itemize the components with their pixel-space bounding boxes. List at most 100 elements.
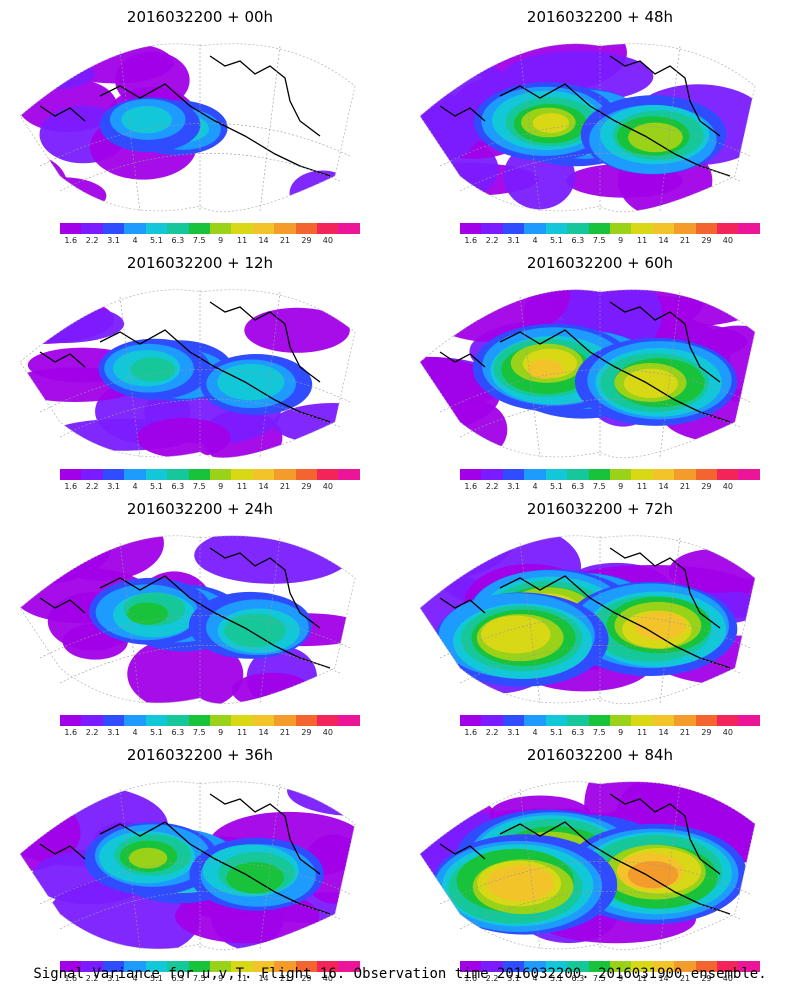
colorbar-swatch xyxy=(124,961,146,972)
colorbar-tick: 11 xyxy=(637,974,648,983)
variance-map xyxy=(19,781,356,951)
colorbar-tick: 40 xyxy=(322,974,333,983)
colorbar-tick: 7.5 xyxy=(192,728,206,737)
colorbar-tick: 5.1 xyxy=(550,482,563,491)
colorbar-tick: 3.1 xyxy=(107,728,120,737)
colorbar-tick: 14 xyxy=(658,236,669,245)
colorbar-swatch xyxy=(102,715,125,726)
variance-map xyxy=(419,781,756,951)
colorbar-tick: 29 xyxy=(301,728,312,737)
colorbar-swatch xyxy=(588,223,610,234)
colorbar-tick: 29 xyxy=(701,236,712,245)
colorbar-swatch xyxy=(317,469,339,480)
colorbar-swatch xyxy=(317,223,339,234)
colorbar-tick: 11 xyxy=(237,482,248,491)
colorbar-tick: 40 xyxy=(722,236,733,245)
colorbar-swatch xyxy=(167,715,189,726)
colorbar-swatch xyxy=(545,715,568,726)
colorbar-swatch xyxy=(695,715,718,726)
colorbar-swatch xyxy=(231,961,253,972)
colorbar-tick: 6.3 xyxy=(571,236,585,245)
colorbar-swatch xyxy=(317,961,339,972)
colorbar-swatch xyxy=(209,961,232,972)
colorbar-swatch xyxy=(545,961,568,972)
colorbar-tick: 2.2 xyxy=(85,236,99,245)
colorbar-swatch xyxy=(609,469,632,480)
colorbar-swatch xyxy=(460,469,482,480)
colorbar-tick: 21 xyxy=(279,728,291,737)
colorbar-swatch xyxy=(674,961,696,972)
colorbar-swatch xyxy=(524,469,546,480)
colorbar-swatch xyxy=(652,469,675,480)
forecast-panel: 2016032200 + 84h 1.6 2.2 3.1 4 5.1 6.3 7.5 9 11 14… xyxy=(400,738,800,984)
colorbar-tick: 6.3 xyxy=(171,482,185,491)
colorbar-tick: 11 xyxy=(237,728,248,737)
colorbar xyxy=(60,469,360,480)
forecast-panel: 2016032200 + 48h 1.6 2.2 3.1 4 5.1 6.3 7.5 9 11 14… xyxy=(400,0,800,246)
colorbar-tick: 9 xyxy=(218,236,224,245)
colorbar-swatch xyxy=(81,961,103,972)
colorbar-tick: 4 xyxy=(532,236,538,245)
colorbar-tick: 5.1 xyxy=(550,974,563,983)
colorbar xyxy=(60,223,360,234)
colorbar-swatch xyxy=(695,961,718,972)
colorbar-tick: 4 xyxy=(132,974,138,983)
colorbar-tick: 7.5 xyxy=(192,482,206,491)
colorbar-swatch xyxy=(481,469,503,480)
colorbar-tick: 1.6 xyxy=(64,236,78,245)
variance-map xyxy=(419,535,756,705)
colorbar-swatch xyxy=(145,223,168,234)
colorbar-swatch xyxy=(274,223,296,234)
colorbar-swatch xyxy=(738,223,760,234)
colorbar-swatch xyxy=(124,469,146,480)
forecast-panel: 2016032200 + 24h 1.6 2.2 3.1 4 5.1 6.3 7.5 9 11 14… xyxy=(0,492,400,738)
colorbar-swatch xyxy=(502,715,525,726)
colorbar-tick: 2.2 xyxy=(485,236,499,245)
colorbar-tick: 6.3 xyxy=(571,728,585,737)
colorbar-tick: 14 xyxy=(658,728,669,737)
colorbar-tick: 40 xyxy=(322,482,333,491)
colorbar-tick: 40 xyxy=(722,974,733,983)
colorbar-swatch xyxy=(231,223,253,234)
colorbar-swatch xyxy=(460,223,482,234)
colorbar-tick: 21 xyxy=(679,236,691,245)
colorbar-swatch xyxy=(60,715,82,726)
colorbar-tick: 3.1 xyxy=(507,482,520,491)
colorbar-tick: 21 xyxy=(279,482,291,491)
colorbar-swatch xyxy=(231,469,253,480)
forecast-panel: 2016032200 + 00h 1.6 2.2 3.1 4 5.1 6.3 7.5 9 11 14… xyxy=(0,0,400,246)
colorbar-swatch xyxy=(502,469,525,480)
colorbar-tick: 1.6 xyxy=(464,482,478,491)
colorbar-swatch xyxy=(631,223,653,234)
panel-title: 2016032200 + 36h xyxy=(126,746,274,764)
colorbar-swatch xyxy=(717,469,739,480)
panel-title: 2016032200 + 60h xyxy=(526,254,674,272)
colorbar-tick: 29 xyxy=(301,974,312,983)
colorbar-tick: 40 xyxy=(322,728,333,737)
colorbar-swatch xyxy=(588,469,610,480)
colorbar-tick: 5.1 xyxy=(150,974,163,983)
colorbar-tick: 11 xyxy=(237,974,248,983)
colorbar-swatch xyxy=(145,715,168,726)
colorbar-tick: 2.2 xyxy=(485,974,499,983)
colorbar-swatch xyxy=(124,223,146,234)
colorbar-swatch xyxy=(252,469,275,480)
colorbar-swatch xyxy=(481,715,503,726)
colorbar-swatch xyxy=(609,715,632,726)
colorbar-swatch xyxy=(209,715,232,726)
colorbar-tick: 40 xyxy=(322,236,333,245)
panel-title: 2016032200 + 84h xyxy=(526,746,674,764)
colorbar-swatch xyxy=(145,961,168,972)
forecast-panel: 2016032200 + 72h 1.6 2.2 3.1 4 5.1 6.3 7.5 9 11 14… xyxy=(400,492,800,738)
colorbar xyxy=(60,715,360,726)
colorbar-swatch xyxy=(588,715,610,726)
colorbar-tick: 1.6 xyxy=(464,974,478,983)
colorbar-swatch xyxy=(481,961,503,972)
variance-map xyxy=(19,535,356,705)
colorbar-swatch xyxy=(295,961,318,972)
colorbar-tick: 5.1 xyxy=(550,728,563,737)
colorbar-tick: 5.1 xyxy=(150,728,163,737)
colorbar-swatch xyxy=(274,469,296,480)
colorbar-tick: 3.1 xyxy=(107,974,120,983)
colorbar-swatch xyxy=(60,961,82,972)
